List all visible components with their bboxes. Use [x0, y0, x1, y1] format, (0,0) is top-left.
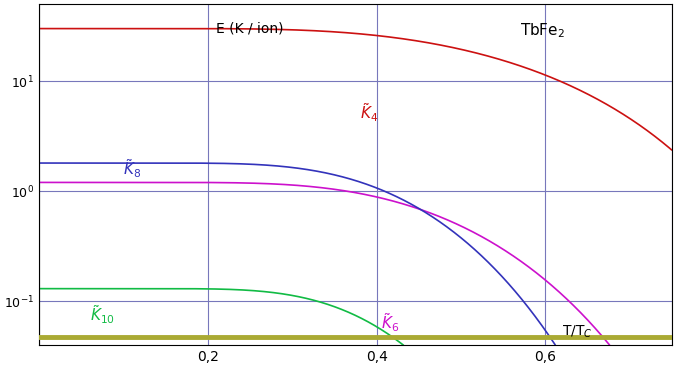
Text: $\tilde{K}_4$: $\tilde{K}_4$	[360, 101, 378, 124]
Text: E (K / ion): E (K / ion)	[216, 21, 284, 35]
Text: $\tilde{K}_8$: $\tilde{K}_8$	[124, 157, 142, 180]
Text: $\tilde{K}_{10}$: $\tilde{K}_{10}$	[90, 304, 115, 326]
Text: TbFe$_2$: TbFe$_2$	[520, 21, 565, 40]
Text: T/T$_C$: T/T$_C$	[562, 324, 593, 340]
Text: $\tilde{K}_6$: $\tilde{K}_6$	[381, 312, 399, 335]
